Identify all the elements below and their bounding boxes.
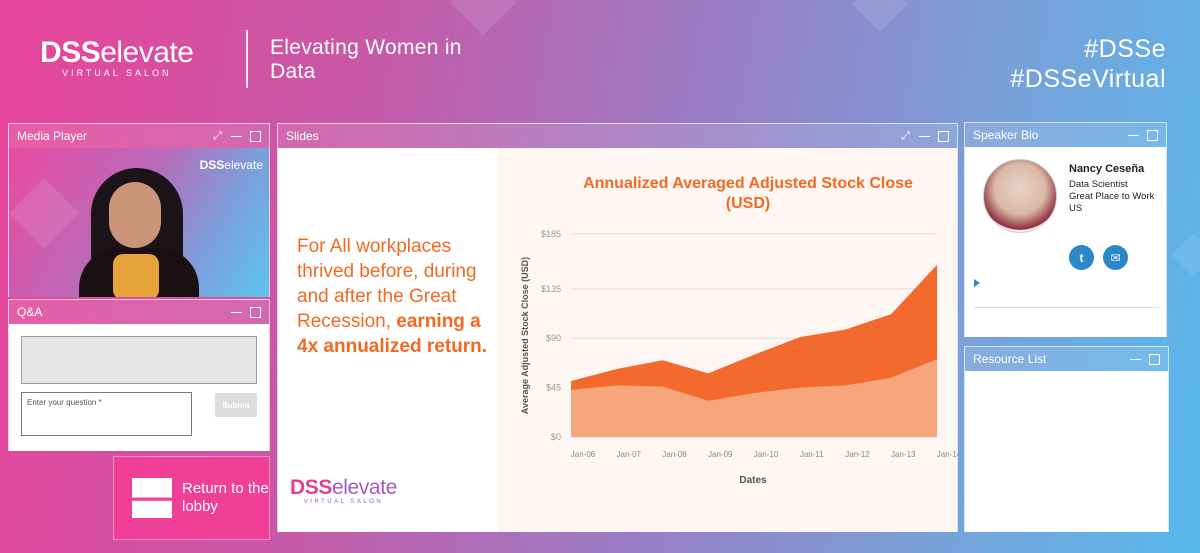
maximize-icon[interactable] (938, 130, 949, 142)
hashtags: #DSSe #DSSeVirtual (1010, 34, 1166, 94)
y-tick-label: $90 (546, 333, 561, 343)
resource-list-body (965, 371, 1168, 532)
minimize-icon[interactable] (231, 131, 242, 142)
y-tick-label: $0 (551, 432, 561, 442)
speaker-country: US (1069, 203, 1083, 214)
video-diamond (9, 177, 80, 249)
arrow-left-icon: 🡐 (114, 478, 190, 518)
x-tick-label: Jan-10 (754, 450, 779, 459)
qa-panel: Q&A Submit (8, 299, 270, 451)
x-tick-label: Jan-08 (662, 450, 687, 459)
x-tick-label: Jan-12 (845, 450, 870, 459)
maximize-icon[interactable] (1149, 353, 1160, 365)
hashtag-dssevirtual: #DSSeVirtual (1010, 65, 1166, 93)
maximize-icon[interactable] (250, 306, 261, 318)
header-divider (246, 30, 248, 88)
video-logo: DSSelevate (199, 158, 263, 172)
minimize-icon[interactable] (231, 307, 242, 318)
media-player-panel: Media Player ⤢ DSSelevate (8, 123, 270, 297)
background-diamond (1171, 233, 1200, 277)
qa-header: Q&A (9, 300, 269, 324)
x-tick-label: Jan-11 (800, 450, 824, 459)
return-to-lobby-button[interactable]: 🡐 Return to the lobby (113, 456, 270, 540)
slide-content: For All workplaces thrived before, durin… (278, 148, 959, 532)
speaker-bio-header: Speaker Bio (965, 123, 1166, 147)
minimize-icon[interactable] (919, 131, 930, 142)
chart-title: Annualized Averaged Adjusted Stock Close… (583, 175, 913, 212)
logo-subtitle: VIRTUAL SALON (61, 68, 172, 78)
y-tick-label: $135 (541, 284, 561, 294)
x-tick-label: Jan-06 (571, 450, 596, 459)
y-tick-label: $185 (541, 229, 561, 239)
speaker-name: Nancy Ceseña (1069, 163, 1145, 175)
slide-text-column: For All workplaces thrived before, durin… (278, 148, 498, 532)
slide-statement-bold: earning a 4x annualized return. (297, 311, 488, 357)
speaker-company: Great Place to Work (1069, 191, 1155, 202)
speaker-bio-panel: Speaker Bio Nancy Ceseña Data Scientist … (964, 122, 1167, 337)
expand-icon[interactable]: ⤢ (213, 129, 222, 142)
hashtag-dsse: #DSSe (1084, 35, 1166, 63)
media-player-header: Media Player ⤢ (9, 124, 269, 148)
maximize-icon[interactable] (250, 130, 261, 142)
speaker-avatar (983, 159, 1057, 233)
minimize-icon[interactable] (1130, 354, 1141, 365)
slide-chart-area: Annualized Averaged Adjusted Stock Close… (498, 148, 959, 532)
resource-list-header: Resource List (965, 347, 1168, 371)
x-tick-label: Jan-13 (891, 450, 916, 459)
speaker-bio-title: Speaker Bio (973, 128, 1039, 142)
minimize-icon[interactable] (1128, 130, 1139, 141)
background-diamond (450, 0, 516, 36)
x-tick-label: Jan-14 (937, 450, 959, 459)
return-to-lobby-label: Return to the lobby (182, 480, 269, 515)
submit-button[interactable]: Submit (215, 393, 257, 417)
x-axis-label: Dates (739, 475, 767, 486)
logo-light-text: elevate (100, 36, 194, 69)
tagline: Elevating Women in Data (270, 36, 462, 83)
slide-logo: DSSelevate VIRTUAL SALON (290, 476, 397, 505)
qa-title: Q&A (17, 305, 43, 319)
slides-panel: Slides ⤢ For All workplaces thrived befo… (277, 123, 959, 532)
slide-statement: For All workplaces thrived before, durin… (297, 234, 489, 359)
video-feed[interactable]: DSSelevate (9, 148, 269, 297)
speaker-role: Data Scientist (1069, 179, 1128, 190)
question-input[interactable] (21, 392, 192, 436)
x-tick-label: Jan-07 (617, 450, 642, 459)
maximize-icon[interactable] (1147, 129, 1158, 141)
background-diamond (851, 0, 909, 33)
speaker-video-shirt (113, 254, 159, 297)
y-tick-label: $45 (546, 383, 561, 393)
dsselevate-logo: DSSelevate VIRTUAL SALON (40, 36, 194, 78)
area-series-2 (571, 359, 937, 437)
qa-body: Submit (9, 324, 269, 451)
y-axis-label: Average Adjusted Stock Close (USD) (520, 257, 530, 414)
speaker-video-face (109, 182, 161, 248)
slides-title: Slides (286, 129, 319, 143)
slide-statement-regular: For All workplaces thrived before, durin… (297, 236, 477, 332)
stock-chart: $0 $45 $90 $135 $185 Jan-06 Jan-07 Jan-08 Jan-09… (520, 229, 959, 486)
media-player-title: Media Player (17, 129, 88, 143)
logo-bold-text: DSS (40, 36, 101, 69)
speaker-bio-body: Nancy Ceseña Data Scientist Great Place … (965, 147, 1166, 337)
expand-icon[interactable]: ⤢ (901, 129, 910, 142)
bio-divider (974, 307, 1159, 308)
resource-list-panel: Resource List (964, 346, 1169, 532)
qa-messages-area[interactable] (21, 336, 257, 384)
email-icon[interactable]: ✉ (1103, 245, 1128, 270)
twitter-icon[interactable]: t (1069, 245, 1094, 270)
x-tick-label: Jan-09 (708, 450, 733, 459)
play-icon[interactable] (974, 279, 980, 287)
slides-header: Slides ⤢ (278, 124, 957, 148)
resource-list-title: Resource List (973, 352, 1047, 366)
